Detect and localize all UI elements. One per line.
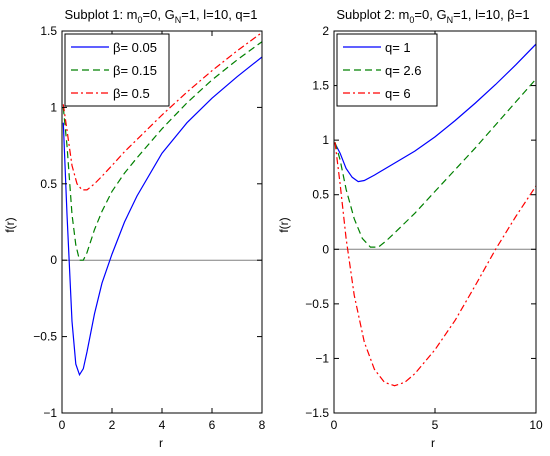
subplot-1-x-label: r	[159, 436, 163, 450]
y-tick-label: 0.5	[312, 188, 329, 202]
legend: β= 0.05 β= 0.15 β= 0.5	[64, 33, 170, 107]
subplot-2-y-label: f(r)	[277, 217, 291, 232]
y-tick-label: 1.5	[40, 24, 57, 38]
x-tick-label: 8	[259, 418, 266, 432]
series-line-2	[62, 41, 262, 261]
subplot-2: Subplot 2: m0=0, GN=1, l=10, β=1 0 5 10−1.…	[277, 7, 543, 450]
legend-label: q= 2.6	[385, 63, 422, 78]
legend-label: β= 0.5	[113, 86, 150, 101]
series-line-3	[62, 32, 262, 191]
y-tick-label: 2	[322, 24, 329, 38]
x-tick-label: 5	[432, 418, 439, 432]
series-line-3	[334, 142, 536, 387]
legend-label: q= 6	[385, 86, 411, 101]
y-tick-label: 0	[322, 242, 329, 256]
subplot-1-title: Subplot 1: m0=0, GN=1, l=10, q=1	[65, 7, 258, 25]
y-tick-label: −1	[315, 351, 329, 365]
x-tick-label: 10	[529, 418, 543, 432]
legend-label: q= 1	[385, 40, 411, 55]
y-tick-label: −0.5	[305, 297, 329, 311]
legend-label: β= 0.15	[113, 63, 157, 78]
y-tick-label: 1	[322, 133, 329, 147]
y-tick-label: 0.5	[40, 177, 57, 191]
y-tick-label: 1	[50, 100, 57, 114]
subplot-2-x-label: r	[431, 436, 435, 450]
y-tick-label: −1.5	[305, 406, 329, 420]
y-tick-label: −0.5	[33, 330, 57, 344]
y-tick-label: −1	[43, 406, 57, 420]
x-tick-label: 6	[209, 418, 216, 432]
series-line-1	[62, 56, 262, 377]
y-tick-label: 0	[50, 253, 57, 267]
legend-label: β= 0.05	[113, 40, 157, 55]
x-tick-label: 0	[59, 418, 66, 432]
legend: q= 1 q= 2.6 q= 6	[336, 33, 438, 107]
subplot-1: Subplot 1: m0=0, GN=1, l=10, q=1 0 2 4 6 8 −1…	[3, 7, 266, 450]
subplot-2-plot-area: 0 5 10 −1.5 −1 −0.5 0 0.5 1 1.5 2 q= 1 q= 2.6 q= 6	[305, 24, 543, 432]
y-tick-label: 1.5	[312, 79, 329, 93]
series-line-2	[334, 78, 536, 248]
x-tick-label: 0	[331, 418, 338, 432]
subplot-1-y-label: f(r)	[3, 217, 17, 232]
series-line-1	[334, 43, 536, 183]
x-tick-label: 2	[109, 418, 116, 432]
subplot-1-plot-area: 0 2 4 6 8 −1 −0.5 0 0.5 1 1.5 β= 0.05 β= 0.15 β= 0.5	[33, 24, 265, 432]
subplot-2-title: Subplot 2: m0=0, GN=1, l=10, β=1	[336, 7, 529, 25]
legend-box	[336, 33, 438, 107]
x-tick-label: 4	[159, 418, 166, 432]
